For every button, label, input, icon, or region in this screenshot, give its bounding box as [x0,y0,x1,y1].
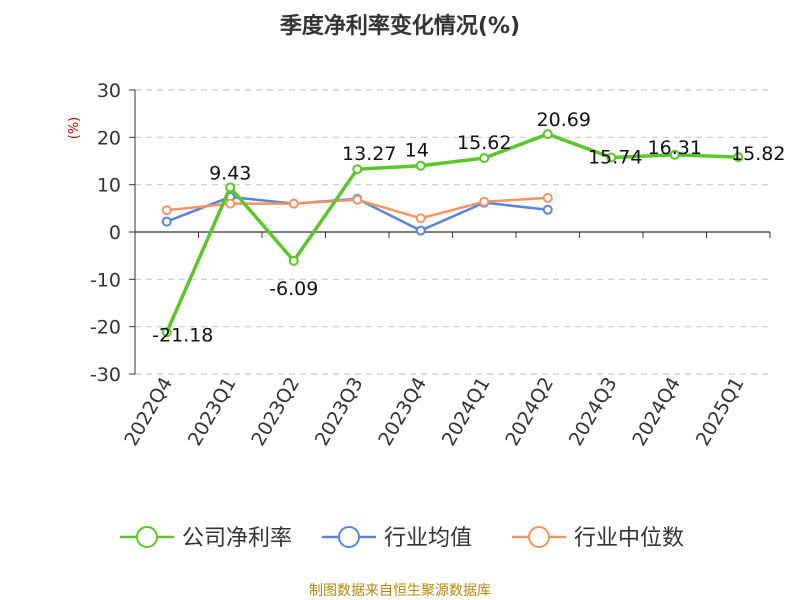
legend-marker [136,526,158,548]
data-point [415,213,426,224]
y-tick-labels: 30 20 10 0 -10 -20 -30 [90,80,121,386]
y-tick-label: 0 [109,222,121,244]
y-tick-label: 30 [97,80,121,102]
data-point [161,327,172,338]
data-label: -21.18 [152,324,213,346]
data-label: 20.69 [537,109,591,131]
data-label: 9.43 [209,162,251,184]
x-tick-label: 2023Q2 [247,374,304,450]
data-point [225,198,236,209]
x-tick-label: 2024Q4 [628,374,685,450]
legend-marker [528,526,550,548]
data-point [415,160,426,171]
x-tick-label: 2024Q2 [501,374,558,450]
x-tick-label: 2024Q3 [565,374,622,450]
axes [129,89,771,375]
legend-label: 公司净利率 [182,526,292,551]
legend-label: 行业均值 [384,526,472,551]
data-point [288,255,299,266]
source-note: 制图数据来自恒生聚源数据库 [309,583,491,599]
data-label: 13.27 [342,143,396,165]
y-tick-label: -30 [90,364,121,386]
data-label: -6.09 [269,278,318,300]
legend-label: 行业中位数 [574,526,684,551]
x-tick-label: 2024Q1 [438,374,495,450]
x-tick-labels: 2022Q4 2023Q1 2023Q2 2023Q3 2023Q4 2024Q1 2024… [120,374,748,450]
data-point [733,152,744,163]
y-tick-label: -10 [90,269,121,291]
data-point [161,216,172,227]
data-point [542,192,553,203]
data-point [161,205,172,216]
x-tick-label: 2025Q1 [692,374,749,450]
data-point [415,225,426,236]
y-tick-label: -20 [90,317,121,339]
data-point [542,129,553,140]
x-tick-label: 2022Q4 [120,374,177,450]
data-labels: -21.18 9.43 -6.09 13.27 14 15.62 20.69 15.74 16.… [152,109,785,346]
data-point [606,152,617,163]
legend: 公司净利率 行业均值 行业中位数 [120,526,684,551]
y-tick-label: 10 [97,175,121,197]
series-line-0 [165,132,739,333]
data-label: 15.82 [731,143,785,165]
x-tick-label: 2023Q3 [311,374,368,450]
y-tick-label: 20 [97,127,121,149]
data-point [542,204,553,215]
data-point [225,182,236,193]
legend-marker [338,526,360,548]
data-point [288,198,299,209]
data-point [352,194,363,205]
data-label: 15.74 [588,146,642,168]
x-tick-label: 2023Q1 [184,374,241,450]
data-label: 16.31 [648,137,702,159]
chart-title: 季度净利率变化情况(%) [280,13,520,39]
data-point [352,164,363,175]
data-label: 14 [405,140,429,162]
series-layer [161,129,744,338]
data-point [479,196,490,207]
data-point [669,149,680,160]
x-tick-label: 2023Q4 [374,374,431,450]
grid-lines [135,89,770,375]
data-label: 15.62 [457,132,511,154]
data-point [479,153,490,164]
y-axis-label: (%) [67,117,82,140]
